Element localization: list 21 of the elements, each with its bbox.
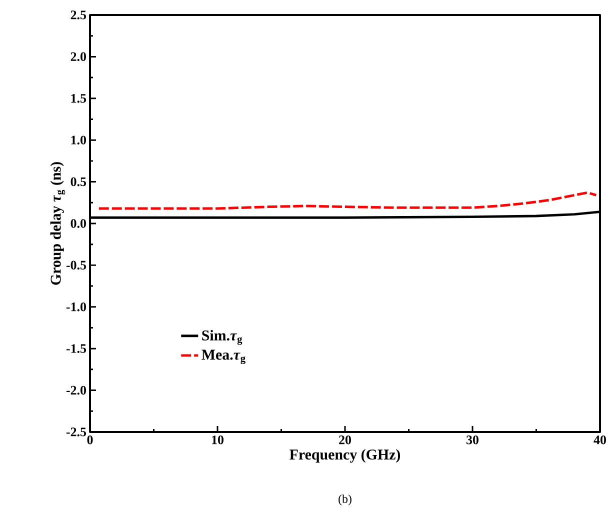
- x-tick-label: 10: [212, 436, 224, 444]
- y-tick-label: -1.5: [66, 344, 86, 353]
- legend-label: Sim.τ$_{g}$: [202, 330, 242, 345]
- x-tick-label: 40: [594, 436, 606, 444]
- y-axis-title: Group delay τ$_{g}$ (ns): [50, 162, 66, 285]
- y-tick-label: 0.5: [70, 177, 86, 186]
- x-tick-label: 0: [87, 436, 93, 444]
- text: (b): [338, 494, 352, 506]
- y-tick-label: -2.5: [66, 428, 86, 436]
- y-tick-label: 1.5: [71, 94, 86, 103]
- x-tick-label: 30: [466, 436, 478, 444]
- y-tick-label: -1.0: [66, 302, 86, 312]
- y-tick-label: 0.0: [70, 219, 86, 228]
- x-axis-title: Frequency (GHz): [290, 449, 400, 463]
- y-tick-label: 2.5: [70, 10, 86, 20]
- x-tick-label: 20: [339, 436, 351, 444]
- y-tick-label: -2.0: [66, 386, 86, 395]
- y-tick-label: 1.0: [71, 136, 86, 144]
- legend-label: Mea.τ$_{g}$: [202, 350, 246, 364]
- y-tick-label: -0.5: [66, 260, 86, 270]
- y-tick-label: 2.0: [70, 52, 86, 62]
